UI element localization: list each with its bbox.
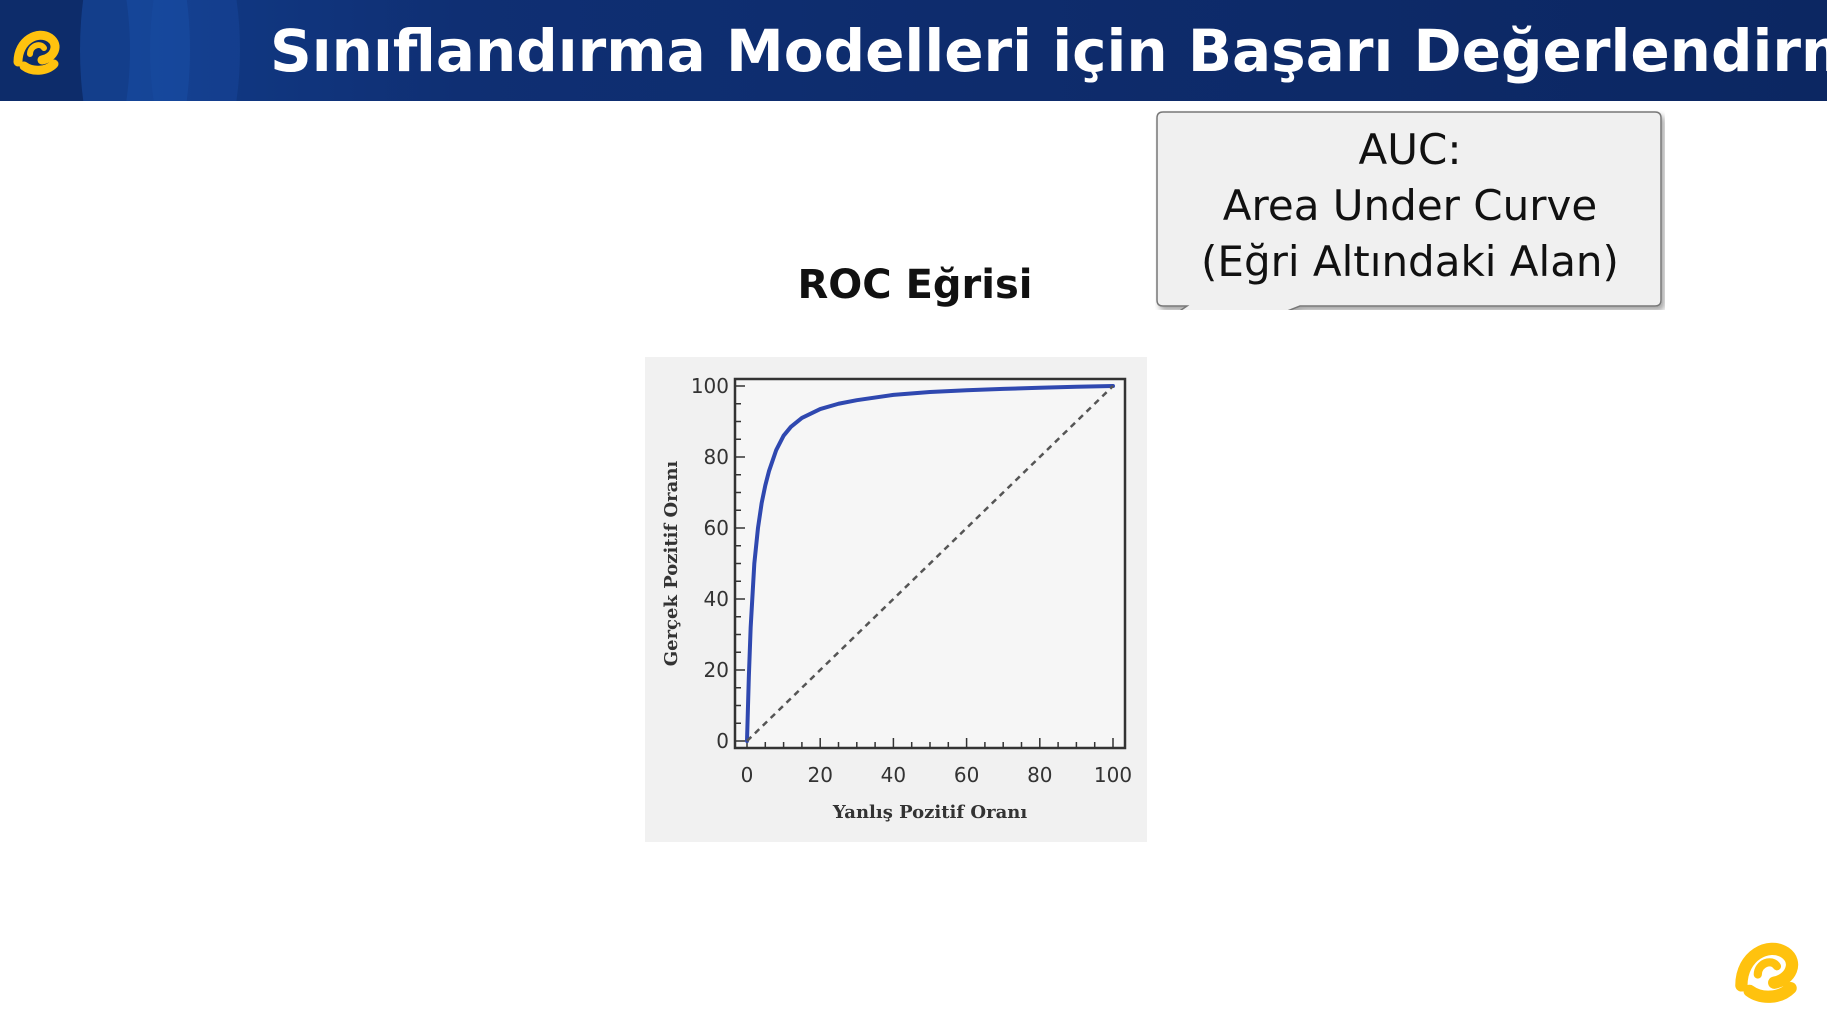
x-tick-label: 40 (881, 763, 906, 787)
x-tick-label: 100 (1094, 763, 1132, 787)
y-tick-label: 0 (716, 729, 729, 753)
callout-text: AUC: Area Under Curve (Eğri Altındaki Al… (1160, 122, 1660, 290)
y-tick-label: 20 (704, 658, 729, 682)
x-tick-label: 20 (807, 763, 832, 787)
y-tick-label: 60 (704, 516, 729, 540)
y-axis-label: Gerçek Pozitif Oranı (661, 461, 682, 667)
callout-line-turkish: (Eğri Altındaki Alan) (1201, 237, 1619, 286)
roc-chart: 0 20 40 60 80 100 0 20 40 60 80 100 Yanlış Pozitif O… (661, 374, 1132, 823)
callout-bubble (1156, 111, 1662, 310)
y-tick-label: 80 (704, 445, 729, 469)
header-decor-arc (80, 0, 190, 101)
turkcell-logo-icon (1735, 942, 1799, 1003)
roc-curve-line (745, 384, 1115, 743)
callout-line-english: Area Under Curve (1222, 181, 1598, 230)
x-axis-label: Yanlış Pozitif Oranı (832, 802, 1027, 823)
x-tick-label: 80 (1027, 763, 1052, 787)
header-decor-arc (150, 0, 240, 101)
x-tick-label: 0 (741, 763, 754, 787)
turkcell-logo-icon (13, 30, 60, 75)
page-title: Sınıflandırma Modelleri için Başarı Değe… (270, 16, 1827, 85)
header-bar: Sınıflandırma Modelleri için Başarı Değe… (0, 0, 1827, 101)
callout-line-auc: AUC: (1358, 125, 1462, 174)
y-tick-label: 100 (691, 374, 729, 398)
y-tick-label: 40 (704, 587, 729, 611)
chart-title: ROC Eğrisi (797, 262, 1033, 308)
diagonal-reference-line (746, 385, 1114, 742)
x-tick-label: 60 (954, 763, 979, 787)
chart-panel: 0 20 40 60 80 100 0 20 40 60 80 100 Yanlış Pozitif O… (645, 357, 1147, 842)
